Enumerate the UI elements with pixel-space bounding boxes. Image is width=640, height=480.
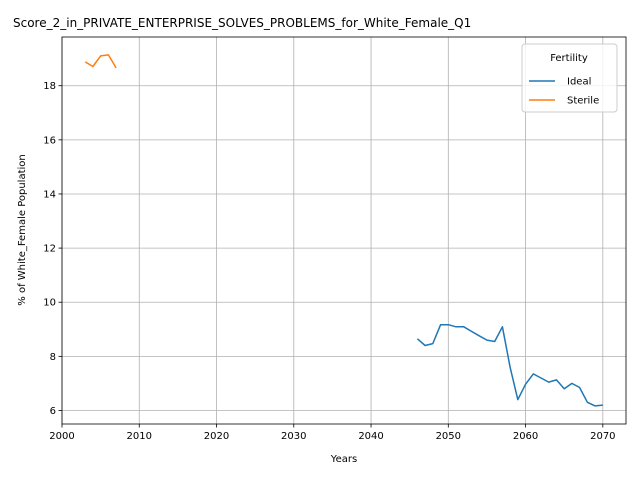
y-tick-label: 18 <box>43 81 56 92</box>
x-axis: 2000 2010 2020 2030 2040 2050 2060 2070 <box>49 424 616 442</box>
legend-label-sterile: Sterile <box>567 96 599 107</box>
series-line-ideal <box>416 323 603 407</box>
y-tick-label: 8 <box>50 352 56 363</box>
x-tick-label: 2010 <box>127 431 152 442</box>
plot-frame <box>61 36 627 425</box>
legend-box <box>521 43 618 113</box>
x-tick-label: 2050 <box>436 431 461 442</box>
x-tick-label: 2060 <box>513 431 538 442</box>
y-tick-label: 10 <box>43 298 56 309</box>
y-tick-label: 12 <box>43 244 56 255</box>
y-axis: 6 8 10 12 14 16 18 <box>43 81 62 417</box>
legend-title: Fertility <box>550 53 588 64</box>
series-line-sterile <box>84 54 117 69</box>
legend: Fertility Ideal Sterile <box>521 43 618 113</box>
legend-entries: Ideal Sterile <box>529 77 599 107</box>
x-axis-label: Years <box>330 454 357 465</box>
legend-label-ideal: Ideal <box>567 77 591 88</box>
y-tick-label: 6 <box>50 406 56 417</box>
x-tick-label: 2040 <box>358 431 383 442</box>
plot-lines <box>84 54 603 407</box>
x-tick-label: 2030 <box>281 431 306 442</box>
chart-title: Score_2_in_PRIVATE_ENTERPRISE_SOLVES_PRO… <box>13 16 471 30</box>
y-tick-label: 16 <box>43 135 56 146</box>
x-tick-label: 2000 <box>49 431 74 442</box>
x-tick-label: 2020 <box>204 431 229 442</box>
y-tick-label: 14 <box>43 189 56 200</box>
y-axis-label: % of White_Female Population <box>17 154 28 305</box>
x-tick-label: 2070 <box>590 431 615 442</box>
